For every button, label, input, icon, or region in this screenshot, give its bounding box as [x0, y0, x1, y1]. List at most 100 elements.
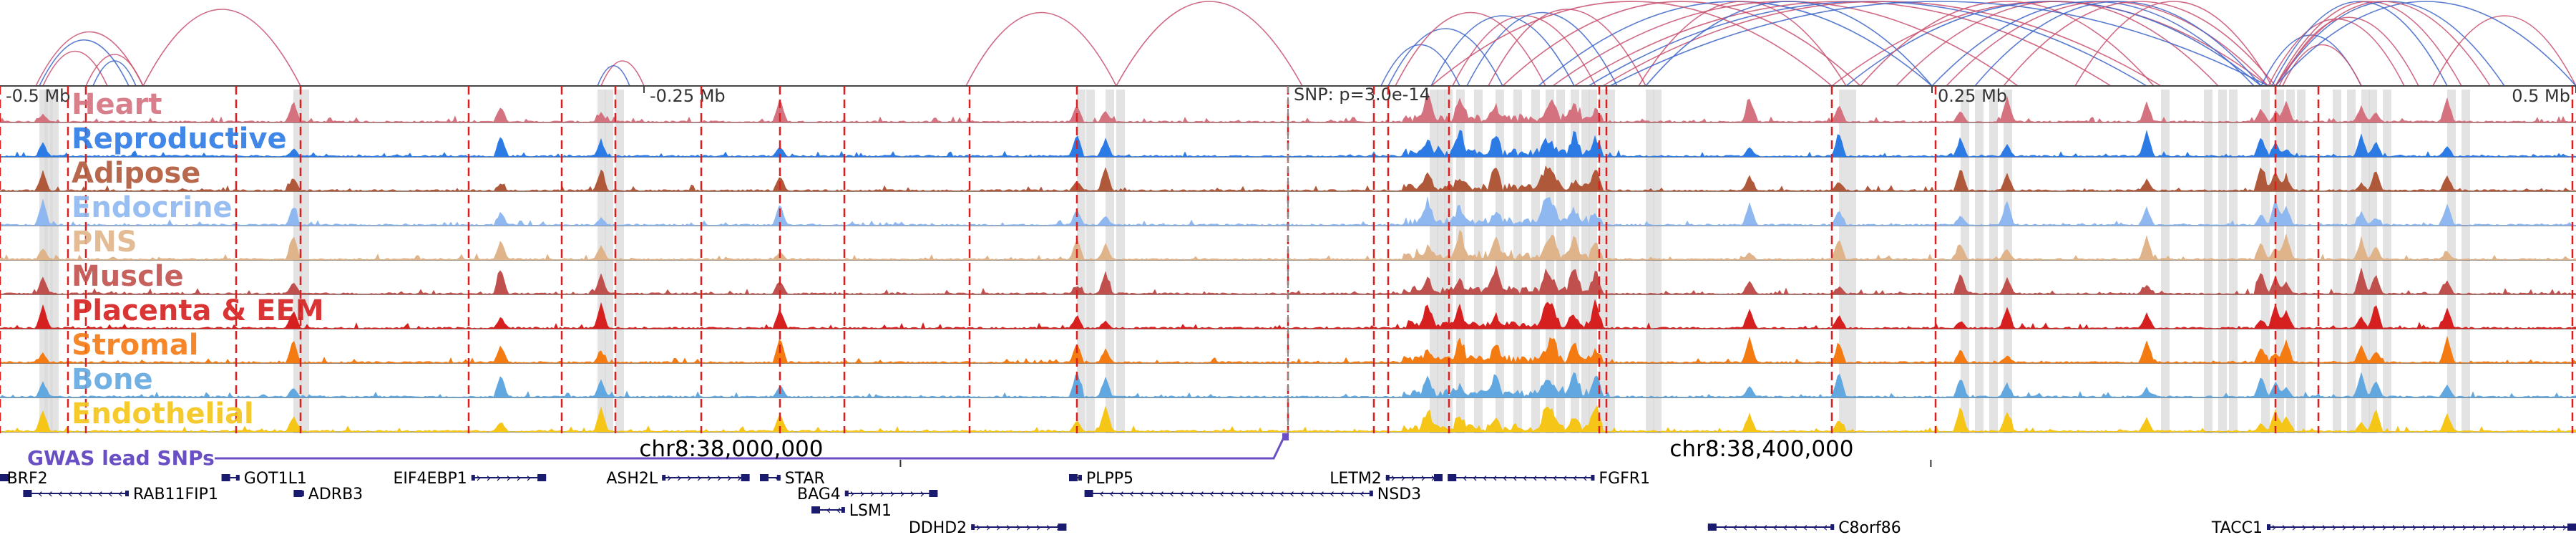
strand-arrow: ›	[1390, 471, 1395, 486]
track-label-5: Muscle	[72, 260, 184, 293]
interaction-arc	[92, 60, 137, 87]
strand-arrow: ›	[859, 486, 864, 501]
track-label-2: Adipose	[72, 157, 200, 190]
strand-arrow: ‹	[1742, 520, 1747, 535]
strand-arrow: ›	[2431, 520, 2436, 535]
strand-arrow: ‹	[1219, 486, 1224, 501]
interaction-arcs	[35, 1, 2576, 87]
highlight-column	[1653, 90, 1662, 433]
gene-exon	[2567, 524, 2576, 531]
strand-arrow: ›	[2542, 520, 2547, 535]
peak-highlights	[39, 90, 2470, 433]
track-label-7: Stromal	[72, 329, 199, 362]
highlight-column	[1839, 90, 1848, 433]
gene-exon	[1707, 524, 1717, 531]
highlight-column	[1646, 90, 1654, 433]
strand-arrow: ›	[476, 471, 481, 486]
gene-exon	[0, 474, 9, 481]
strand-arrow: ›	[2512, 520, 2517, 535]
strand-arrow: ‹	[1483, 471, 1488, 486]
gene-exon	[1078, 475, 1082, 481]
strand-arrow: ›	[2341, 520, 2346, 535]
gene-exon	[537, 474, 547, 481]
track-label-0: Heart	[72, 88, 162, 121]
strand-arrow: ‹	[1289, 486, 1294, 501]
interaction-arc	[2271, 1, 2448, 87]
strand-arrow: ‹	[98, 486, 103, 501]
interaction-arc	[142, 9, 301, 87]
strand-arrow: ‹	[58, 486, 63, 501]
strand-arrow: ›	[1410, 471, 1415, 486]
strand-arrow: ‹	[1463, 471, 1468, 486]
strand-arrow: ›	[707, 471, 712, 486]
gwas-snp-marker	[1282, 433, 1289, 440]
strand-arrow: ›	[717, 471, 722, 486]
highlight-column	[1513, 90, 1522, 433]
gwas-label: GWAS lead SNPs	[27, 446, 215, 470]
ruler-tick-label: 0.25 Mb	[1938, 86, 2007, 106]
strand-arrow: ‹	[1239, 486, 1244, 501]
gene-exon	[471, 475, 475, 481]
highlight-column	[2333, 90, 2341, 433]
strand-arrow: ‹	[1782, 520, 1787, 535]
strand-arrow: ‹	[1209, 486, 1214, 501]
strand-arrow: ›	[849, 486, 854, 501]
strand-arrow: ›	[2421, 520, 2426, 535]
interaction-arc	[1602, 1, 2162, 87]
gene-exon	[2267, 524, 2270, 530]
interaction-arc	[1831, 1, 2269, 87]
highlight-column	[2161, 90, 2170, 433]
highlight-column	[1430, 90, 1438, 433]
strand-arrow: ›	[2451, 520, 2457, 535]
interaction-arc	[1395, 11, 1546, 87]
gene-exon	[1369, 491, 1373, 496]
strand-arrow: ‹	[1109, 486, 1114, 501]
interaction-arc	[1466, 11, 1618, 87]
ruler-tick-label: -0.5 Mb	[6, 86, 70, 106]
strand-arrow: ›	[1420, 471, 1425, 486]
strand-arrow: ›	[2482, 520, 2487, 535]
gene-exon	[811, 506, 820, 514]
interaction-arc	[965, 11, 1117, 87]
highlight-column	[1474, 90, 1483, 433]
strand-arrow: ›	[2472, 520, 2477, 535]
strand-arrow: ‹	[78, 486, 83, 501]
strand-arrow: ‹	[118, 486, 123, 501]
highlight-column	[615, 90, 624, 433]
highlight-column	[1077, 90, 1085, 433]
strand-arrow: ›	[2532, 520, 2537, 535]
gene-exon	[760, 474, 769, 481]
gene-exon	[300, 491, 304, 496]
strand-arrow: ‹	[1149, 486, 1154, 501]
highlight-column	[50, 90, 59, 433]
strand-arrow: ‹	[1823, 520, 1828, 535]
strand-arrow: ‹	[1179, 486, 1184, 501]
interaction-arc	[39, 39, 130, 87]
strand-arrow: ›	[2271, 520, 2276, 535]
strand-arrow: ›	[687, 471, 692, 486]
strand-arrow: ›	[2401, 520, 2406, 535]
strand-arrow: ‹	[1493, 471, 1498, 486]
highlight-column	[2286, 90, 2295, 433]
ruler-tick-label: 0.5 Mb	[2512, 86, 2570, 106]
coordinate-label: chr8:38,400,000	[1669, 436, 1853, 462]
gene-exon	[971, 524, 975, 530]
gwas-connector	[215, 435, 1286, 460]
track-label-3: Endocrine	[72, 191, 233, 224]
gene-label: DDHD2	[909, 519, 967, 537]
strand-arrow: ›	[1430, 471, 1435, 486]
strand-arrow: ‹	[1792, 520, 1797, 535]
gene-label: EIF4EBP1	[394, 470, 467, 488]
gene-exon	[0, 475, 3, 481]
highlight-column	[2004, 90, 2012, 433]
strand-arrow: ›	[2301, 520, 2306, 535]
highlight-column	[1444, 90, 1453, 433]
gene-exon	[841, 507, 845, 513]
strand-arrow: ‹	[1159, 486, 1164, 501]
strand-arrow: ‹	[1543, 471, 1548, 486]
gene-exon	[1058, 524, 1067, 531]
highlight-column	[2368, 90, 2377, 433]
strand-arrow: ›	[2562, 520, 2567, 535]
